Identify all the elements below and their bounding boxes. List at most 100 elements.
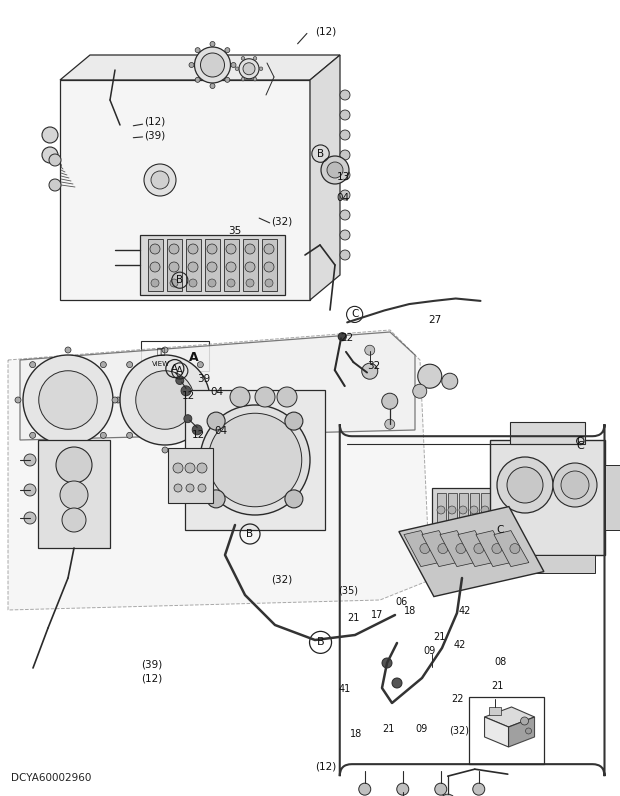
Circle shape bbox=[169, 262, 179, 272]
Circle shape bbox=[188, 244, 198, 254]
Circle shape bbox=[265, 279, 273, 287]
Circle shape bbox=[553, 463, 597, 507]
Circle shape bbox=[42, 127, 58, 143]
Text: 18: 18 bbox=[350, 729, 362, 739]
Text: 12: 12 bbox=[192, 430, 205, 439]
Circle shape bbox=[340, 230, 350, 240]
Circle shape bbox=[195, 48, 200, 53]
Text: 矢視: 矢視 bbox=[157, 347, 166, 356]
Circle shape bbox=[208, 413, 302, 507]
Circle shape bbox=[65, 447, 71, 453]
Text: 08: 08 bbox=[495, 657, 507, 667]
Circle shape bbox=[126, 361, 133, 368]
Circle shape bbox=[340, 210, 350, 220]
Circle shape bbox=[497, 457, 553, 513]
Text: 21: 21 bbox=[347, 613, 360, 622]
Circle shape bbox=[49, 179, 61, 191]
Bar bbox=[605, 465, 620, 530]
Circle shape bbox=[285, 412, 303, 430]
Circle shape bbox=[49, 154, 61, 166]
Circle shape bbox=[185, 463, 195, 473]
Circle shape bbox=[198, 484, 206, 492]
Polygon shape bbox=[481, 493, 490, 568]
Circle shape bbox=[382, 658, 392, 668]
Circle shape bbox=[385, 419, 395, 429]
Text: 42: 42 bbox=[454, 640, 466, 650]
Circle shape bbox=[38, 371, 97, 429]
Text: (39): (39) bbox=[141, 660, 162, 669]
Text: 09: 09 bbox=[415, 724, 428, 734]
Circle shape bbox=[253, 77, 257, 81]
Polygon shape bbox=[140, 235, 285, 295]
Circle shape bbox=[200, 53, 224, 77]
Circle shape bbox=[448, 534, 456, 542]
Circle shape bbox=[24, 512, 36, 524]
Text: 27: 27 bbox=[428, 315, 441, 325]
Text: 39: 39 bbox=[197, 374, 210, 384]
Text: B: B bbox=[176, 275, 184, 285]
Polygon shape bbox=[38, 440, 110, 548]
Circle shape bbox=[420, 544, 430, 553]
Circle shape bbox=[200, 405, 310, 515]
Text: 21: 21 bbox=[433, 632, 445, 642]
Text: B: B bbox=[317, 149, 324, 158]
Text: C: C bbox=[577, 441, 584, 451]
Circle shape bbox=[30, 432, 35, 439]
Polygon shape bbox=[485, 707, 534, 727]
Circle shape bbox=[212, 397, 218, 403]
Circle shape bbox=[526, 728, 531, 734]
Circle shape bbox=[459, 534, 467, 542]
Text: 09: 09 bbox=[423, 646, 435, 656]
Text: 41: 41 bbox=[339, 685, 351, 694]
Circle shape bbox=[189, 279, 197, 287]
Circle shape bbox=[225, 48, 230, 53]
Circle shape bbox=[438, 557, 444, 563]
Circle shape bbox=[181, 386, 191, 396]
Circle shape bbox=[42, 147, 58, 163]
Circle shape bbox=[482, 557, 488, 563]
Circle shape bbox=[192, 425, 202, 435]
Bar bbox=[185, 390, 325, 530]
Circle shape bbox=[226, 244, 236, 254]
Circle shape bbox=[151, 279, 159, 287]
Circle shape bbox=[15, 397, 21, 403]
Circle shape bbox=[246, 279, 254, 287]
Circle shape bbox=[169, 244, 179, 254]
Text: 04: 04 bbox=[211, 387, 224, 396]
Polygon shape bbox=[490, 440, 605, 555]
Circle shape bbox=[397, 783, 409, 795]
Circle shape bbox=[241, 77, 245, 81]
Circle shape bbox=[392, 678, 402, 688]
Circle shape bbox=[418, 365, 442, 388]
Circle shape bbox=[115, 397, 121, 403]
Text: (32): (32) bbox=[449, 726, 469, 736]
Circle shape bbox=[448, 506, 456, 514]
Circle shape bbox=[253, 57, 257, 60]
Polygon shape bbox=[437, 493, 446, 568]
Text: 21: 21 bbox=[491, 681, 503, 691]
Circle shape bbox=[162, 447, 168, 453]
Circle shape bbox=[100, 361, 107, 368]
Circle shape bbox=[151, 171, 169, 189]
Circle shape bbox=[207, 412, 225, 430]
Text: 35: 35 bbox=[228, 226, 241, 236]
Text: VIEW: VIEW bbox=[153, 361, 171, 367]
Circle shape bbox=[126, 432, 133, 439]
Text: A: A bbox=[176, 366, 184, 376]
Circle shape bbox=[207, 490, 225, 508]
Polygon shape bbox=[476, 531, 511, 567]
Circle shape bbox=[510, 544, 520, 553]
Circle shape bbox=[561, 471, 589, 499]
Circle shape bbox=[413, 384, 427, 398]
Circle shape bbox=[359, 783, 371, 795]
Text: (32): (32) bbox=[272, 217, 293, 226]
Text: C: C bbox=[577, 436, 584, 446]
Circle shape bbox=[62, 508, 86, 532]
Circle shape bbox=[277, 387, 297, 407]
Circle shape bbox=[460, 557, 466, 563]
Circle shape bbox=[470, 534, 478, 542]
Circle shape bbox=[227, 279, 235, 287]
Circle shape bbox=[195, 77, 200, 82]
Polygon shape bbox=[262, 239, 277, 291]
Text: 32: 32 bbox=[367, 361, 380, 371]
